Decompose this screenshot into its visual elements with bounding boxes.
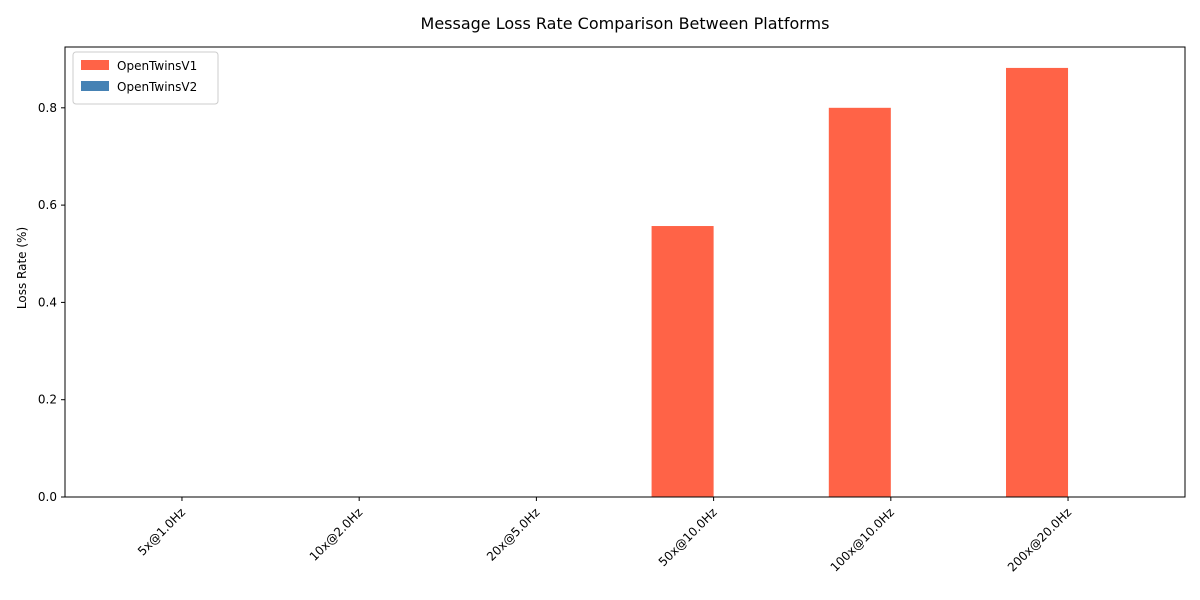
legend-swatch: [81, 81, 109, 91]
bar: [1006, 67, 1069, 498]
y-tick-label: 0.4: [38, 295, 57, 309]
plot-frame: [64, 46, 1186, 498]
legend-swatch: [81, 60, 109, 70]
plot-area: [651, 67, 1069, 498]
legend: OpenTwinsV1 OpenTwinsV2: [72, 51, 219, 105]
x-tick-label: 100x@10.0Hz: [828, 505, 897, 574]
y-tick-label: 0.0: [38, 490, 57, 504]
legend-box: [72, 51, 219, 105]
y-axis-label: Loss Rate (%): [15, 227, 29, 309]
legend-label: OpenTwinsV2: [117, 80, 197, 94]
legend-label: OpenTwinsV1: [117, 59, 197, 73]
x-tick-label: 10x@2.0Hz: [307, 505, 366, 564]
y-tick-label: 0.8: [38, 101, 57, 115]
bar: [651, 226, 714, 497]
x-tick-label: 5x@1.0Hz: [135, 505, 188, 558]
chart-title: Message Loss Rate Comparison Between Pla…: [421, 14, 830, 33]
y-tick-label: 0.2: [38, 393, 57, 407]
y-tick-label: 0.6: [38, 198, 57, 212]
x-tick-label: 20x@5.0Hz: [484, 505, 543, 564]
x-tick-label: 200x@20.0Hz: [1005, 505, 1074, 574]
x-tick-label: 50x@10.0Hz: [656, 505, 720, 569]
bar: [828, 107, 891, 497]
